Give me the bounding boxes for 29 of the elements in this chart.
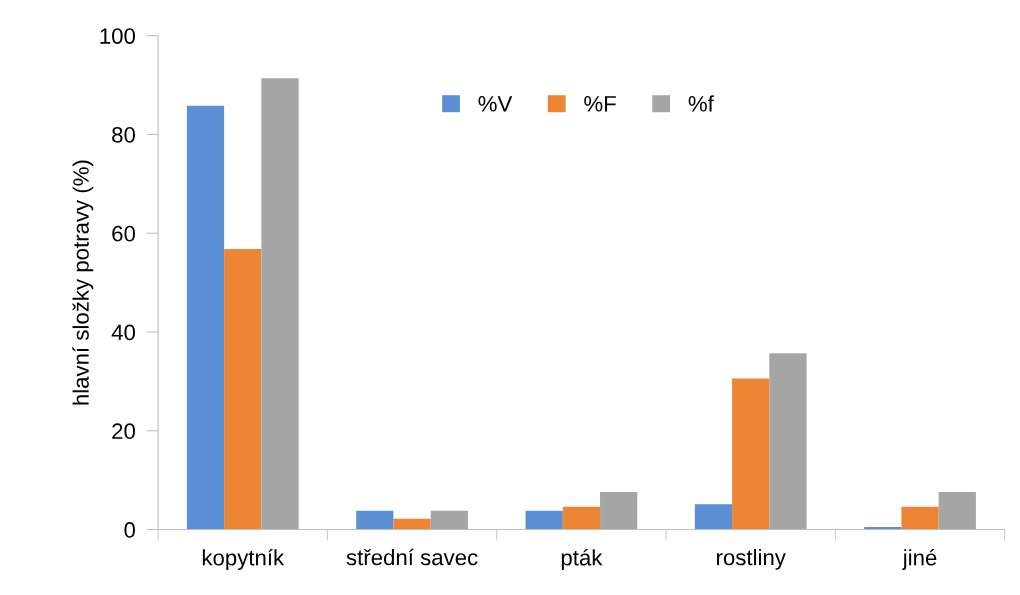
bar <box>224 249 262 530</box>
x-tick-label: rostliny <box>717 548 786 570</box>
y-tick-label: 60 <box>112 225 136 242</box>
x-tick-label: pták <box>561 548 603 570</box>
bar <box>938 492 976 530</box>
x-tick-label: střední savec <box>346 548 478 566</box>
bar <box>600 492 638 530</box>
bar <box>562 506 601 530</box>
bar <box>356 510 394 530</box>
y-tick-label: 40 <box>111 324 136 341</box>
bar <box>186 105 225 530</box>
y-tick-label: 100 <box>100 28 136 44</box>
y-tick-label: 20 <box>112 423 136 440</box>
bar <box>430 510 468 530</box>
bar <box>901 506 939 530</box>
bar <box>393 518 431 530</box>
bar <box>694 504 733 530</box>
x-tick-label: jiné <box>902 548 937 570</box>
y-tick-label: 80 <box>112 127 136 143</box>
legend-label: %f <box>688 95 714 112</box>
bar <box>525 510 563 530</box>
y-axis-title: hlavní složky potravy (%) <box>72 160 94 405</box>
bar <box>769 353 807 530</box>
x-tick-label: kopytník <box>202 548 285 570</box>
y-tick-label: 0 <box>124 522 136 538</box>
legend-label: %F <box>584 96 616 112</box>
legend-label: %V <box>478 96 513 112</box>
bar <box>261 78 299 530</box>
bar <box>732 378 770 530</box>
